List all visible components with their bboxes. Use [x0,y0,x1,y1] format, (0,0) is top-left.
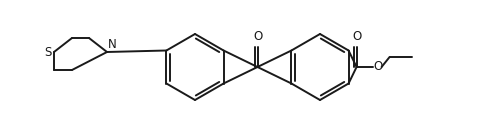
Text: S: S [45,46,52,59]
Text: O: O [374,60,383,74]
Text: N: N [108,38,117,51]
Text: O: O [253,30,262,43]
Text: O: O [352,30,361,43]
